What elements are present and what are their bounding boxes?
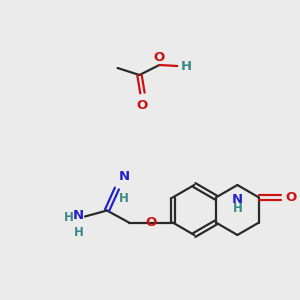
Text: O: O (154, 51, 165, 64)
Text: H: H (74, 226, 84, 238)
Text: O: O (137, 99, 148, 112)
Text: N: N (119, 169, 130, 182)
Text: N: N (73, 209, 84, 222)
Text: H: H (232, 202, 242, 215)
Text: H: H (119, 191, 129, 205)
Text: H: H (64, 211, 74, 224)
Text: O: O (145, 216, 156, 229)
Text: N: N (232, 193, 243, 206)
Text: H: H (180, 59, 191, 73)
Text: O: O (286, 191, 297, 204)
